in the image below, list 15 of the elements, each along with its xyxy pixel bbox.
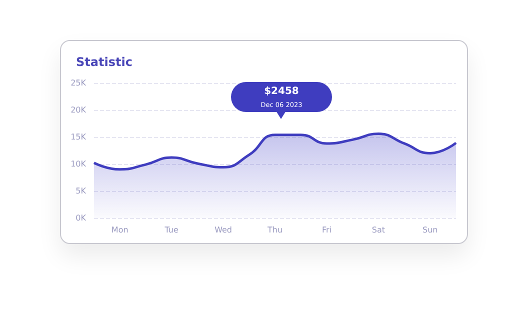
x-tick-label: Fri bbox=[322, 226, 332, 234]
x-tick-label: Thu bbox=[266, 226, 283, 234]
x-tick-label: Sat bbox=[372, 226, 385, 234]
x-tick-label: Mon bbox=[111, 226, 128, 234]
y-tick-label: 15K bbox=[70, 132, 87, 142]
y-tick-label: 5K bbox=[76, 186, 87, 196]
y-tick-label: 25K bbox=[70, 78, 87, 88]
y-tick-label: 10K bbox=[70, 160, 87, 168]
y-tick-label: 20K bbox=[70, 106, 87, 114]
y-tick-label: 0K bbox=[76, 214, 87, 222]
chart-title: Statistic bbox=[76, 55, 132, 69]
annotation: $2458 bbox=[263, 85, 300, 98]
x-tick-label: Sun bbox=[422, 226, 438, 234]
x-tick-label: Tue bbox=[164, 226, 178, 234]
x-tick-label: Wed bbox=[214, 226, 232, 234]
